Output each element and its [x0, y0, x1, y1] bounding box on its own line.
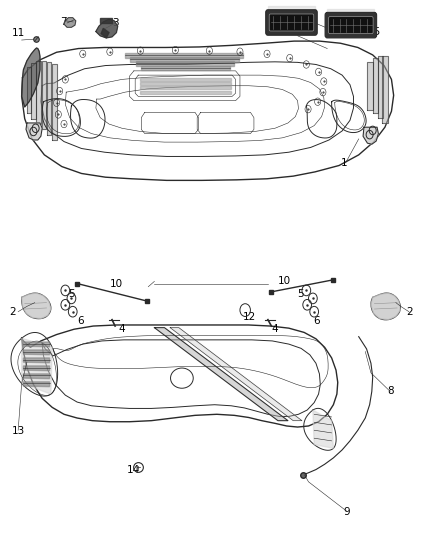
Text: 12: 12: [243, 312, 256, 322]
Polygon shape: [154, 328, 288, 421]
Polygon shape: [141, 66, 230, 70]
Text: 14: 14: [127, 465, 141, 474]
Polygon shape: [21, 293, 51, 319]
Polygon shape: [327, 9, 374, 15]
Polygon shape: [170, 328, 302, 421]
Polygon shape: [378, 56, 383, 118]
Polygon shape: [36, 61, 41, 124]
Polygon shape: [268, 6, 315, 12]
Text: 2: 2: [10, 306, 16, 317]
FancyBboxPatch shape: [325, 12, 377, 38]
Polygon shape: [23, 342, 49, 347]
Text: 6: 6: [77, 316, 84, 326]
Polygon shape: [363, 127, 378, 144]
Text: 5: 5: [68, 289, 75, 299]
FancyBboxPatch shape: [328, 17, 373, 34]
Polygon shape: [382, 56, 388, 123]
Polygon shape: [140, 86, 231, 90]
Polygon shape: [367, 62, 373, 110]
Text: 3: 3: [112, 18, 119, 28]
Polygon shape: [23, 374, 49, 378]
Text: 1: 1: [341, 158, 348, 168]
Polygon shape: [140, 78, 231, 81]
Text: 2: 2: [407, 306, 413, 317]
Text: 4: 4: [119, 324, 125, 334]
Polygon shape: [23, 358, 49, 363]
Polygon shape: [313, 410, 333, 448]
Text: 10: 10: [278, 277, 291, 286]
Polygon shape: [101, 28, 109, 38]
Text: 11: 11: [12, 28, 25, 38]
Polygon shape: [125, 53, 243, 58]
Polygon shape: [21, 48, 40, 107]
Polygon shape: [42, 61, 46, 130]
Polygon shape: [136, 61, 234, 66]
Polygon shape: [140, 82, 231, 85]
Polygon shape: [64, 18, 76, 27]
Polygon shape: [27, 67, 31, 114]
Text: 9: 9: [343, 507, 350, 517]
Polygon shape: [52, 64, 57, 140]
Text: 15: 15: [367, 27, 381, 37]
Text: 8: 8: [387, 386, 394, 397]
Polygon shape: [100, 18, 112, 23]
Polygon shape: [373, 58, 378, 114]
FancyBboxPatch shape: [269, 14, 314, 31]
Text: 4: 4: [272, 324, 278, 334]
Text: 10: 10: [110, 279, 123, 288]
Polygon shape: [96, 19, 118, 38]
Text: 6: 6: [313, 316, 319, 326]
Polygon shape: [21, 338, 52, 394]
Polygon shape: [26, 123, 42, 140]
Polygon shape: [23, 366, 49, 370]
Text: 5: 5: [297, 289, 304, 299]
Polygon shape: [371, 293, 400, 320]
Polygon shape: [47, 62, 51, 135]
Polygon shape: [31, 63, 35, 119]
Polygon shape: [23, 350, 49, 355]
Polygon shape: [131, 57, 239, 62]
Polygon shape: [140, 91, 231, 94]
Polygon shape: [23, 382, 49, 386]
FancyBboxPatch shape: [266, 10, 317, 35]
Text: 13: 13: [12, 426, 25, 437]
Text: 7: 7: [60, 17, 66, 27]
